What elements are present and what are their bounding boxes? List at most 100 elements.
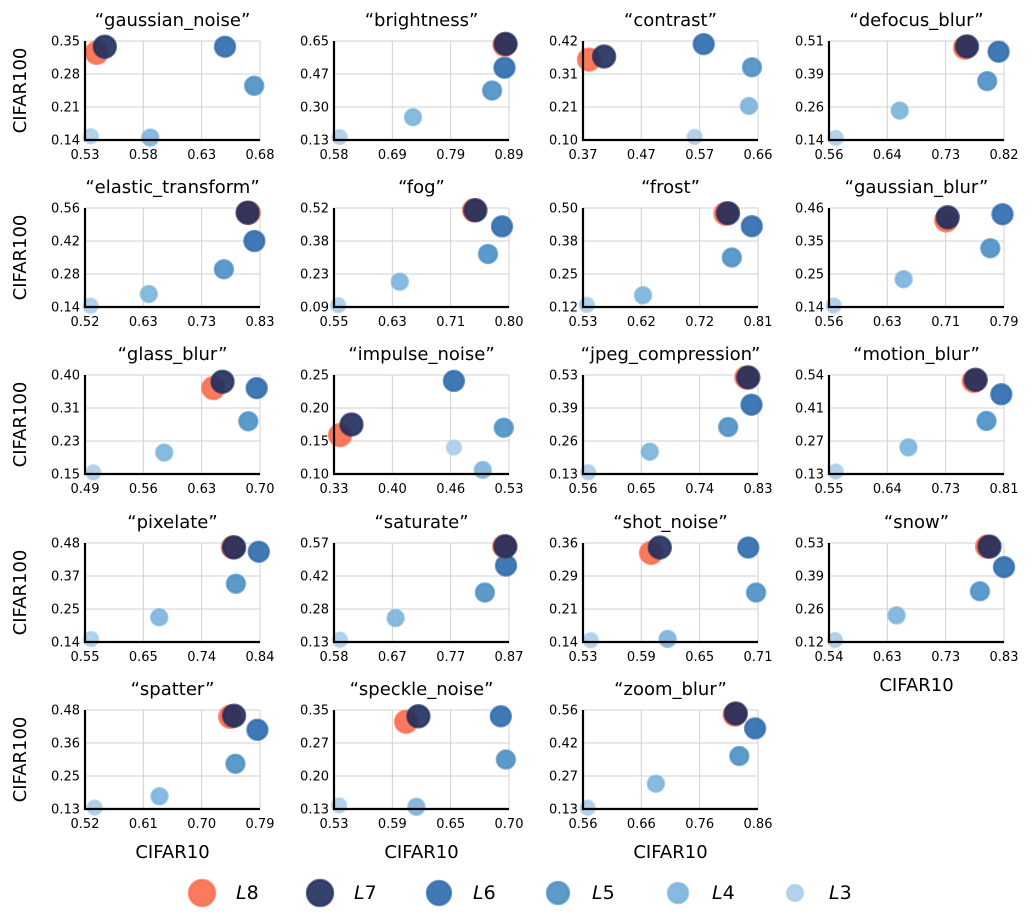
point-l5 bbox=[225, 573, 247, 595]
x-tick-label: 0.61 bbox=[129, 817, 158, 832]
point-l5 bbox=[976, 410, 997, 432]
point-l6 bbox=[246, 718, 269, 742]
x-axis-label: CIFAR10 bbox=[879, 675, 953, 696]
x-tick-label: 0.47 bbox=[627, 148, 656, 163]
point-l3 bbox=[579, 464, 597, 481]
y-tick-label: 0.53 bbox=[549, 369, 578, 384]
subplot-6: 0.55 0.63 0.71 0.80 0.09 0.23 0.38 0.52 “fog” bbox=[300, 177, 523, 330]
y-tick-label: 0.42 bbox=[549, 35, 578, 50]
x-axis-label: CIFAR10 bbox=[384, 842, 458, 863]
x-tick-label: 0.79 bbox=[990, 315, 1019, 330]
x-tick-label: 0.56 bbox=[815, 315, 844, 330]
y-tick-label: 0.23 bbox=[300, 268, 329, 283]
y-tick-label: 0.14 bbox=[795, 134, 824, 149]
point-l7 bbox=[221, 535, 247, 560]
x-tick-label: 0.40 bbox=[378, 482, 407, 497]
point-l4 bbox=[894, 269, 913, 289]
legend-marker bbox=[666, 881, 690, 905]
y-tick-label: 0.26 bbox=[795, 603, 824, 618]
subplot-13: 0.55 0.65 0.74 0.84 0.14 0.25 0.37 0.48 “pixelat… bbox=[10, 512, 274, 665]
point-l5 bbox=[493, 417, 515, 439]
point-l5 bbox=[741, 57, 763, 78]
point-l5 bbox=[474, 582, 496, 603]
legend-label: L6 bbox=[473, 882, 496, 904]
y-tick-label: 0.14 bbox=[51, 301, 80, 316]
x-tick-label: 0.84 bbox=[246, 650, 275, 665]
x-tick-label: 0.83 bbox=[990, 650, 1019, 665]
x-tick-label: 0.53 bbox=[320, 817, 349, 832]
point-l5 bbox=[477, 243, 499, 265]
point-l4 bbox=[149, 608, 169, 627]
subplot-9: 0.49 0.56 0.63 0.70 0.15 0.23 0.31 0.40 “glass_b… bbox=[10, 344, 274, 497]
x-tick-label: 0.56 bbox=[129, 482, 158, 497]
point-l4 bbox=[890, 101, 909, 120]
x-tick-label: 0.55 bbox=[71, 650, 100, 665]
x-tick-label: 0.73 bbox=[931, 650, 960, 665]
point-l4 bbox=[403, 107, 423, 127]
y-tick-label: 0.21 bbox=[51, 101, 80, 116]
point-l4 bbox=[139, 284, 159, 304]
legend-marker bbox=[425, 879, 453, 907]
x-tick-label: 0.71 bbox=[744, 650, 773, 665]
x-tick-label: 0.79 bbox=[436, 148, 465, 163]
x-tick-label: 0.58 bbox=[320, 650, 349, 665]
y-tick-label: 0.13 bbox=[795, 468, 824, 483]
point-l6 bbox=[740, 393, 763, 416]
y-tick-label: 0.13 bbox=[549, 468, 578, 483]
subplot-title: “impulse_noise” bbox=[348, 344, 494, 365]
subplot-title: “contrast” bbox=[624, 10, 717, 31]
x-tick-label: 0.81 bbox=[990, 482, 1019, 497]
y-tick-label: 0.25 bbox=[795, 268, 824, 283]
point-l5 bbox=[729, 745, 750, 767]
x-tick-label: 0.63 bbox=[873, 650, 902, 665]
legend-label: L5 bbox=[592, 882, 615, 904]
x-tick-label: 0.55 bbox=[815, 482, 844, 497]
legend-item-l5: L5 bbox=[545, 880, 615, 906]
point-l7 bbox=[92, 34, 118, 59]
legend-label: L8 bbox=[236, 882, 259, 904]
point-l5 bbox=[495, 749, 517, 770]
y-tick-label: 0.21 bbox=[549, 603, 578, 618]
y-tick-label: 0.14 bbox=[795, 301, 824, 316]
y-tick-label: 0.35 bbox=[795, 235, 824, 250]
point-l7 bbox=[723, 701, 749, 726]
x-tick-label: 0.79 bbox=[246, 817, 275, 832]
x-tick-label: 0.64 bbox=[873, 482, 902, 497]
x-tick-label: 0.83 bbox=[744, 482, 773, 497]
x-tick-label: 0.71 bbox=[931, 315, 960, 330]
x-tick-label: 0.80 bbox=[495, 315, 524, 330]
point-l3 bbox=[85, 464, 102, 481]
y-tick-label: 0.10 bbox=[300, 468, 329, 483]
point-l5 bbox=[976, 70, 998, 92]
x-tick-label: 0.63 bbox=[187, 148, 216, 163]
point-l7 bbox=[339, 412, 364, 437]
x-tick-label: 0.56 bbox=[815, 148, 844, 163]
x-tick-label: 0.65 bbox=[627, 482, 656, 497]
point-l5 bbox=[481, 80, 503, 101]
y-tick-label: 0.31 bbox=[549, 68, 578, 83]
point-l6 bbox=[493, 56, 516, 79]
subplot-4: 0.56 0.64 0.73 0.82 0.14 0.26 0.39 0.51 “defocus… bbox=[795, 10, 1018, 163]
subplot-title: “zoom_blur” bbox=[614, 679, 727, 700]
y-tick-label: 0.47 bbox=[300, 68, 329, 83]
point-l4 bbox=[633, 286, 653, 305]
y-tick-label: 0.42 bbox=[300, 570, 329, 585]
y-axis-label: CIFAR100 bbox=[10, 48, 31, 134]
y-axis-label: CIFAR100 bbox=[10, 717, 31, 803]
y-tick-label: 0.31 bbox=[51, 402, 80, 417]
y-tick-label: 0.30 bbox=[300, 101, 329, 116]
legend-item-l7: L7 bbox=[305, 878, 377, 908]
x-tick-label: 0.70 bbox=[495, 817, 524, 832]
x-tick-label: 0.65 bbox=[436, 817, 465, 832]
point-l3 bbox=[579, 799, 596, 817]
subplot-grid: 0.53 0.58 0.63 0.68 0.14 0.21 0.28 0.35 “gaussia… bbox=[10, 10, 1018, 863]
subplot-14: 0.58 0.67 0.77 0.87 0.13 0.28 0.42 0.57 “saturat… bbox=[300, 512, 523, 665]
subplot-title: “snow” bbox=[884, 512, 949, 533]
point-l6 bbox=[213, 35, 237, 58]
subplot-2: 0.58 0.69 0.79 0.89 0.13 0.30 0.47 0.65 “brightn… bbox=[300, 10, 523, 163]
y-tick-label: 0.39 bbox=[795, 68, 824, 83]
x-tick-label: 0.71 bbox=[436, 315, 465, 330]
subplot-title: “frost” bbox=[641, 177, 700, 198]
point-l6 bbox=[992, 555, 1016, 579]
point-l4 bbox=[658, 629, 677, 649]
